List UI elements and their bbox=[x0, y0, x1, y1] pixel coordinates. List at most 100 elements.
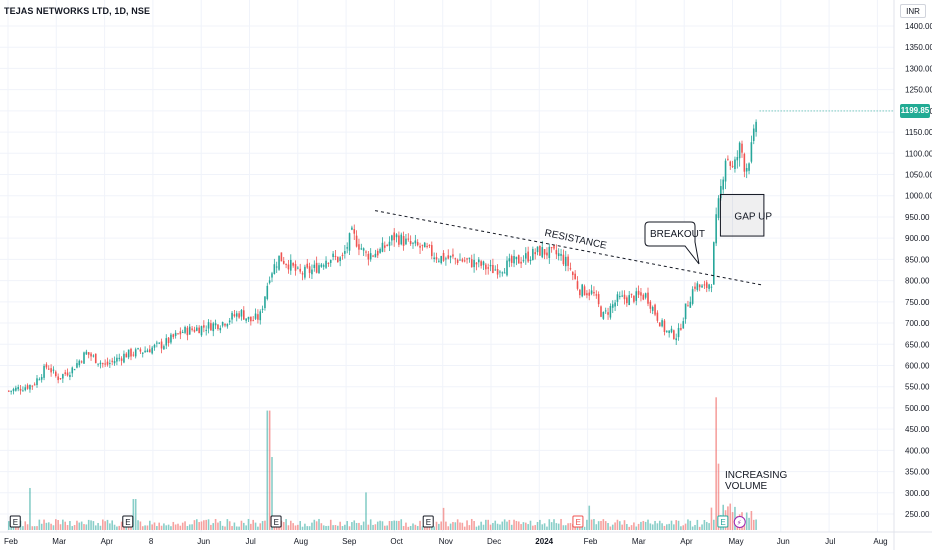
candle-body bbox=[513, 256, 515, 264]
volume-bar bbox=[463, 526, 466, 530]
volume-bar bbox=[341, 526, 344, 530]
time-tick-label: Mar bbox=[52, 537, 66, 546]
candle-body bbox=[120, 358, 123, 361]
candle-body bbox=[701, 285, 703, 288]
time-tick-label: Jul bbox=[825, 537, 835, 546]
volume-bar bbox=[499, 524, 501, 530]
candle-body bbox=[402, 236, 405, 246]
candle-body bbox=[198, 327, 200, 334]
volume-bar bbox=[586, 519, 588, 530]
volume-bar bbox=[47, 522, 50, 530]
candle-body bbox=[579, 289, 581, 296]
volume-bar bbox=[24, 521, 27, 530]
candle-body bbox=[292, 263, 294, 266]
candle-body bbox=[45, 364, 48, 368]
volume-bar bbox=[250, 523, 252, 530]
volume-bar bbox=[205, 519, 207, 530]
price-tick-label: 750.00 bbox=[905, 298, 930, 307]
volume-bar bbox=[36, 526, 38, 530]
volume-bar bbox=[461, 522, 464, 530]
candle-body bbox=[320, 264, 323, 267]
volume-bar bbox=[405, 522, 407, 530]
gap-up-zone bbox=[719, 193, 765, 237]
volume-bar bbox=[440, 521, 442, 530]
candle-body bbox=[228, 320, 231, 323]
volume-bar bbox=[510, 524, 513, 530]
candle-body bbox=[715, 214, 717, 244]
candle-body bbox=[442, 252, 445, 261]
candle-body bbox=[97, 363, 99, 365]
last-price-tag: 1199.85 bbox=[900, 104, 930, 118]
time-tick-label: Apr bbox=[101, 537, 114, 546]
candle-body bbox=[355, 235, 358, 247]
candle-body bbox=[661, 320, 663, 327]
volume-bar bbox=[156, 526, 158, 530]
volume-bar bbox=[210, 524, 212, 530]
candle-body bbox=[118, 357, 121, 359]
candle-body bbox=[15, 387, 17, 391]
candle-body bbox=[727, 158, 729, 160]
volume-bar bbox=[106, 519, 109, 530]
candle-body bbox=[473, 259, 475, 268]
candle-body bbox=[33, 384, 36, 386]
volume-bar bbox=[369, 519, 372, 530]
volume-bar bbox=[400, 519, 403, 530]
dividend-marker-icon: ⚡ bbox=[737, 519, 742, 527]
volume-bar bbox=[604, 521, 607, 530]
volume-bar bbox=[647, 519, 649, 530]
candle-body bbox=[245, 318, 247, 321]
earnings-marker-label: E bbox=[13, 518, 18, 527]
candle-body bbox=[419, 245, 421, 248]
volume-bar bbox=[661, 523, 663, 530]
candle-body bbox=[40, 377, 43, 380]
volume-bar bbox=[365, 492, 367, 530]
price-tick-label: 1050.00 bbox=[905, 171, 932, 180]
candle-body bbox=[738, 142, 741, 159]
volume-bar bbox=[386, 525, 388, 530]
volume-bar bbox=[503, 519, 506, 530]
volume-bar bbox=[104, 521, 106, 530]
candle-body bbox=[339, 257, 341, 262]
candle-body bbox=[593, 292, 595, 294]
candle-body bbox=[640, 292, 642, 296]
volume-bar bbox=[651, 524, 654, 530]
candle-body bbox=[595, 294, 598, 296]
volume-bar bbox=[515, 520, 518, 530]
candle-body bbox=[623, 294, 626, 300]
volume-bar bbox=[297, 524, 299, 530]
candle-body bbox=[130, 348, 132, 357]
volume-bar bbox=[193, 520, 196, 530]
volume-bar bbox=[186, 525, 189, 530]
candle-body bbox=[344, 251, 346, 254]
candle-body bbox=[80, 361, 83, 363]
price-tick-label: 550.00 bbox=[905, 383, 930, 392]
volume-bar bbox=[402, 526, 405, 530]
volume-bar bbox=[470, 518, 473, 530]
volume-bar bbox=[285, 519, 287, 530]
price-tick-label: 400.00 bbox=[905, 446, 930, 455]
volume-bar bbox=[384, 525, 386, 530]
volume-bar bbox=[325, 526, 327, 530]
currency-button[interactable]: INR bbox=[900, 4, 926, 18]
candle-body bbox=[666, 330, 668, 332]
volume-bar bbox=[670, 520, 673, 530]
candle-body bbox=[470, 259, 473, 268]
volume-bar bbox=[50, 523, 52, 530]
candle-body bbox=[611, 304, 614, 308]
volume-bar bbox=[146, 525, 149, 530]
volume-bar bbox=[731, 512, 734, 530]
volume-bar bbox=[80, 521, 83, 530]
volume-bar bbox=[116, 526, 118, 530]
price-tick-label: 250.00 bbox=[905, 510, 930, 519]
candle-body bbox=[677, 327, 680, 338]
volume-bar bbox=[602, 519, 605, 530]
volume-bar bbox=[581, 526, 583, 530]
candle-body bbox=[445, 258, 447, 260]
time-tick-label: 2024 bbox=[535, 537, 553, 546]
candle-body bbox=[741, 143, 743, 153]
volume-bar bbox=[698, 526, 701, 530]
volume-bar bbox=[398, 520, 400, 530]
volume-bar bbox=[527, 524, 529, 530]
earnings-marker-label: E bbox=[575, 518, 580, 527]
